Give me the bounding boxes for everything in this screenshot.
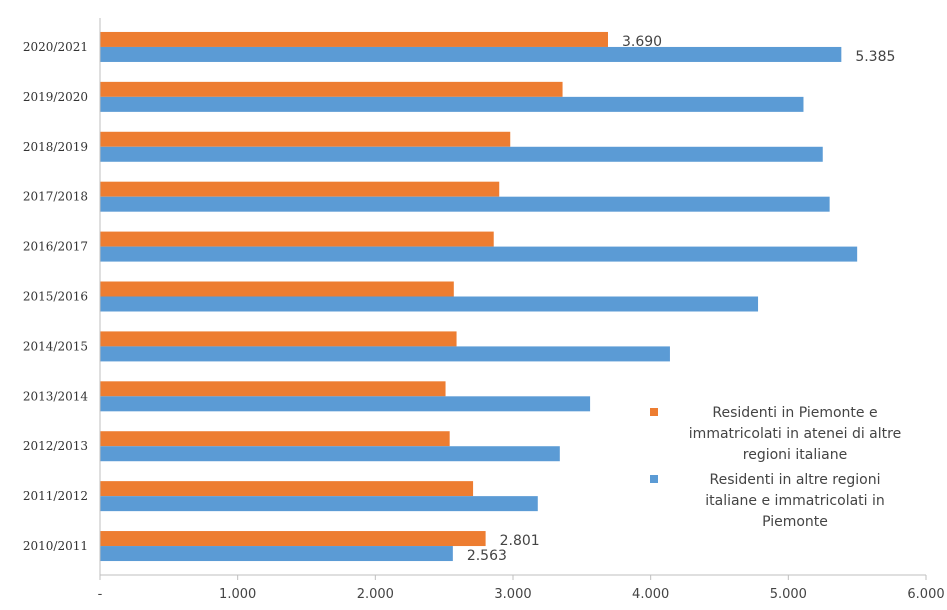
category-label: 2016/2017 bbox=[23, 240, 88, 254]
x-tick-label: 3.000 bbox=[494, 587, 531, 602]
bar-piemonte-out-2013-2014 bbox=[100, 381, 446, 397]
legend: Residenti in Piemonte e immatricolati in … bbox=[650, 405, 901, 530]
legend-swatch bbox=[650, 475, 658, 483]
category-label: 2010/2011 bbox=[23, 539, 88, 553]
bar-others-in-2013-2014 bbox=[100, 396, 591, 412]
bar-piemonte-out-2012-2013 bbox=[100, 431, 450, 447]
category-label: 2017/2018 bbox=[23, 190, 88, 204]
category-label: 2019/2020 bbox=[23, 90, 88, 104]
data-label: 5.385 bbox=[855, 49, 895, 65]
bar-piemonte-out-2014-2015 bbox=[100, 331, 457, 347]
data-label: 3.690 bbox=[622, 34, 662, 50]
bar-others-in-2017-2018 bbox=[100, 196, 830, 212]
data-label: 2.563 bbox=[467, 548, 507, 564]
bar-others-in-2011-2012 bbox=[100, 496, 538, 512]
data-label: 2.801 bbox=[500, 533, 540, 549]
bar-piemonte-out-2018-2019 bbox=[100, 131, 511, 147]
category-label: 2014/2015 bbox=[23, 339, 88, 353]
legend-swatch bbox=[650, 408, 658, 416]
labels-layer: 2010/2011 2011/2012 2012/2013 2013/2014 2014… bbox=[23, 34, 896, 564]
bar-piemonte-out-2019-2020 bbox=[100, 81, 563, 97]
legend-entry-text: Piemonte bbox=[762, 514, 828, 530]
bar-others-in-2015-2016 bbox=[100, 296, 759, 312]
bar-others-in-2010-2011 bbox=[100, 546, 453, 562]
x-tick-label: - bbox=[98, 587, 103, 602]
category-label: 2015/2016 bbox=[23, 290, 88, 304]
bar-others-in-2016-2017 bbox=[100, 246, 858, 262]
bar-piemonte-out-2016-2017 bbox=[100, 231, 494, 247]
bar-others-in-2018-2019 bbox=[100, 146, 823, 162]
x-tick-label: 5.000 bbox=[770, 587, 807, 602]
category-label: 2011/2012 bbox=[23, 489, 88, 503]
legend-entry-text: regioni italiane bbox=[743, 447, 847, 463]
x-tick-label: 1.000 bbox=[219, 587, 256, 602]
category-label: 2012/2013 bbox=[23, 439, 88, 453]
legend-entry-text: immatricolati in atenei di altre bbox=[689, 426, 901, 442]
category-label: 2020/2021 bbox=[23, 40, 88, 54]
legend-entry-text: Residenti in Piemonte e bbox=[712, 405, 877, 421]
bar-others-in-2020-2021 bbox=[100, 46, 842, 62]
legend-entry-text: italiane e immatricolati in bbox=[705, 493, 885, 509]
axes-layer: - 1.000 2.000 3.000 4.000 5.000 6.000 bbox=[98, 18, 945, 602]
category-label: 2013/2014 bbox=[23, 389, 88, 403]
bar-piemonte-out-2020-2021 bbox=[100, 31, 608, 47]
bars-layer bbox=[100, 31, 858, 562]
bar-others-in-2012-2013 bbox=[100, 446, 560, 462]
bar-piemonte-out-2017-2018 bbox=[100, 181, 500, 197]
category-label: 2018/2019 bbox=[23, 140, 88, 154]
x-tick-label: 4.000 bbox=[632, 587, 669, 602]
x-tick-label: 2.000 bbox=[357, 587, 394, 602]
x-tick-label: 6.000 bbox=[907, 587, 944, 602]
bar-piemonte-out-2011-2012 bbox=[100, 481, 474, 497]
legend-entry-text: Residenti in altre regioni bbox=[710, 472, 881, 488]
bar-piemonte-out-2010-2011 bbox=[100, 531, 486, 547]
bar-piemonte-out-2015-2016 bbox=[100, 281, 454, 297]
bar-others-in-2014-2015 bbox=[100, 346, 670, 362]
bar-others-in-2019-2020 bbox=[100, 96, 804, 112]
